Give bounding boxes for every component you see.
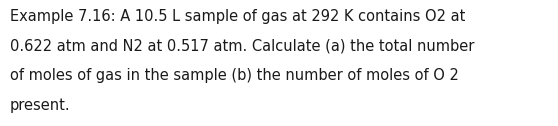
Text: 0.622 atm and N2 at 0.517 atm. Calculate (a) the total number: 0.622 atm and N2 at 0.517 atm. Calculate… bbox=[10, 38, 474, 53]
Text: of moles of gas in the sample (b) the number of moles of O 2: of moles of gas in the sample (b) the nu… bbox=[10, 68, 459, 83]
Text: Example 7.16: A 10.5 L sample of gas at 292 K contains O2 at: Example 7.16: A 10.5 L sample of gas at … bbox=[10, 9, 465, 24]
Text: present.: present. bbox=[10, 98, 71, 113]
